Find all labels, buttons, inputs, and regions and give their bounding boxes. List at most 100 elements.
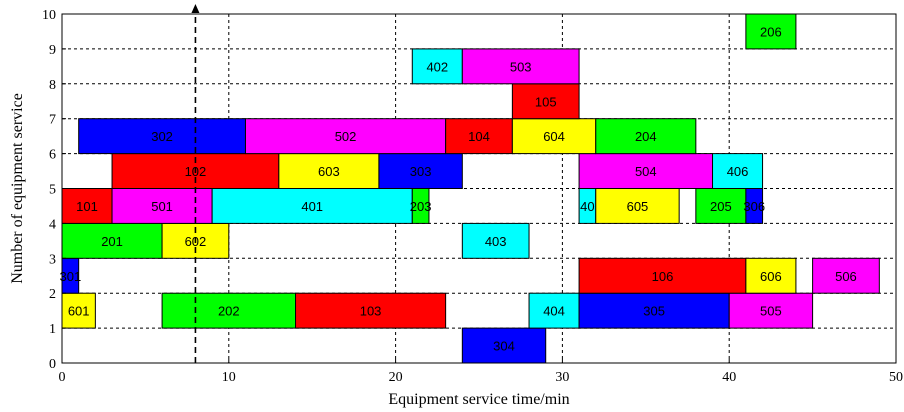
task-103: 103 bbox=[295, 292, 447, 329]
y-tick-label: 8 bbox=[49, 78, 56, 93]
task-label: 205 bbox=[710, 199, 732, 214]
task-101: 101 bbox=[61, 188, 113, 224]
y-tick-label: 7 bbox=[49, 113, 56, 128]
task-303: 303 bbox=[378, 153, 463, 190]
x-tick-label: 20 bbox=[389, 370, 403, 385]
y-axis-label: Number of equipment service bbox=[9, 93, 26, 284]
y-tick-label: 0 bbox=[49, 357, 56, 372]
task-202: 202 bbox=[161, 292, 297, 329]
axis-ticks: 0 10 20 30 40 50 0 1 2 3 4 5 6 7 8 9 10 bbox=[42, 8, 903, 385]
task-bar bbox=[61, 188, 113, 224]
x-tick-label: 40 bbox=[722, 370, 736, 385]
y-tick-label: 2 bbox=[49, 287, 56, 302]
task-label: 104 bbox=[468, 129, 490, 144]
task-501: 501 bbox=[111, 188, 213, 224]
task-label: 402 bbox=[426, 59, 448, 74]
task-label: 403 bbox=[485, 234, 507, 249]
task-label: 105 bbox=[535, 94, 557, 109]
task-bar bbox=[812, 257, 880, 294]
task-306: 306 bbox=[743, 188, 765, 224]
y-tick-label: 1 bbox=[49, 322, 56, 337]
task-402: 402 bbox=[411, 48, 463, 85]
task-bar bbox=[695, 188, 747, 224]
task-bar bbox=[578, 153, 714, 190]
task-label: 501 bbox=[151, 199, 173, 214]
task-label: 506 bbox=[835, 269, 857, 284]
y-tick-label: 5 bbox=[49, 183, 56, 198]
task-label: 303 bbox=[410, 164, 432, 179]
y-tick-label: 9 bbox=[49, 43, 56, 58]
task-104: 104 bbox=[445, 118, 513, 155]
task-bar bbox=[161, 292, 297, 329]
task-label: 202 bbox=[218, 304, 240, 319]
task-bar bbox=[78, 118, 246, 155]
task-label: 206 bbox=[760, 24, 782, 39]
task-bar bbox=[445, 118, 513, 155]
task-bar bbox=[528, 292, 580, 329]
task-label: 103 bbox=[360, 304, 382, 319]
task-bar bbox=[578, 292, 730, 329]
task-label: 603 bbox=[318, 164, 340, 179]
y-tick-label: 10 bbox=[42, 8, 56, 23]
x-axis-label: Equipment service time/min bbox=[388, 391, 569, 408]
task-bar bbox=[461, 48, 580, 85]
x-tick-label: 50 bbox=[889, 370, 903, 385]
task-bar bbox=[578, 257, 747, 294]
task-105: 105 bbox=[511, 83, 580, 120]
task-606: 606 bbox=[745, 257, 797, 294]
x-tick-label: 0 bbox=[59, 370, 66, 385]
task-603: 603 bbox=[278, 153, 380, 190]
task-505: 505 bbox=[728, 292, 814, 329]
task-605: 605 bbox=[595, 188, 680, 224]
task-label: 301 bbox=[59, 269, 81, 284]
task-bar bbox=[278, 153, 380, 190]
task-label: 606 bbox=[760, 269, 782, 284]
task-bar bbox=[511, 83, 580, 120]
marker-line bbox=[191, 4, 200, 363]
task-label: 504 bbox=[635, 164, 657, 179]
task-label: 306 bbox=[743, 199, 765, 214]
task-bar bbox=[712, 153, 764, 190]
task-label: 401 bbox=[301, 199, 323, 214]
task-label: 604 bbox=[543, 129, 565, 144]
marker-arrowhead bbox=[191, 4, 200, 13]
task-label: 106 bbox=[652, 269, 674, 284]
y-tick-label: 3 bbox=[49, 252, 56, 267]
task-label: 201 bbox=[101, 234, 123, 249]
task-bar bbox=[745, 13, 797, 50]
task-bar bbox=[595, 118, 697, 155]
task-601: 601 bbox=[61, 292, 96, 329]
task-label: 40 bbox=[580, 199, 594, 214]
task-bar bbox=[378, 153, 463, 190]
task-label: 304 bbox=[493, 339, 515, 354]
task-302: 302 bbox=[78, 118, 246, 155]
y-tick-label: 4 bbox=[49, 217, 56, 232]
task-label: 305 bbox=[643, 304, 665, 319]
task-204: 204 bbox=[595, 118, 697, 155]
task-206: 206 bbox=[745, 13, 797, 50]
task-label: 302 bbox=[151, 129, 173, 144]
task-305: 305 bbox=[578, 292, 730, 329]
task-506: 506 bbox=[812, 257, 880, 294]
task-label: 204 bbox=[635, 129, 657, 144]
task-label: 101 bbox=[76, 199, 98, 214]
x-tick-label: 10 bbox=[222, 370, 236, 385]
task-401: 401 bbox=[211, 188, 413, 224]
task-304: 304 bbox=[461, 327, 547, 364]
task-502: 502 bbox=[244, 118, 447, 155]
task-label: 601 bbox=[68, 304, 90, 319]
task-bar bbox=[211, 188, 413, 224]
task-406: 406 bbox=[712, 153, 764, 190]
task-bar bbox=[295, 292, 447, 329]
task-203: 203 bbox=[410, 188, 431, 224]
task-bar bbox=[745, 257, 797, 294]
task-504: 504 bbox=[578, 153, 714, 190]
task-301: 301 bbox=[59, 257, 81, 294]
task-label: 502 bbox=[335, 129, 357, 144]
task-bar bbox=[595, 188, 680, 224]
task-40: 40 bbox=[578, 188, 597, 224]
task-bar bbox=[461, 327, 547, 364]
task-604: 604 bbox=[511, 118, 597, 155]
task-label: 605 bbox=[627, 199, 649, 214]
